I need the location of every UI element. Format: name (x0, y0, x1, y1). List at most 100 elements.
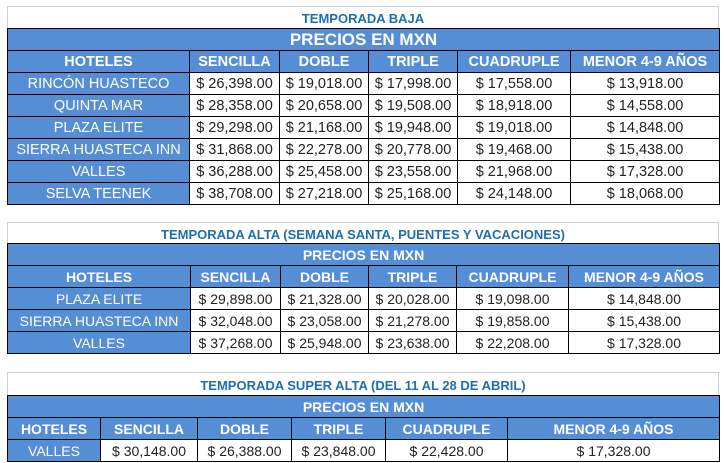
price-cell: $ 23,848.00 (291, 439, 386, 462)
price-cell: $ 15,438.00 (569, 138, 721, 161)
column-header: MENOR 4-9 AÑOS (567, 265, 721, 288)
column-header: SENCILLA (100, 417, 198, 440)
price-cell: $ 19,468.00 (457, 138, 571, 161)
hotel-name: SELVA TEENEK (7, 182, 190, 205)
price-cell: $ 21,168.00 (279, 116, 369, 139)
column-header: SENCILLA (190, 265, 281, 288)
price-cell: $ 18,918.00 (457, 94, 571, 117)
column-header: MENOR 4-9 AÑOS (506, 417, 721, 440)
price-cell: $ 14,558.00 (569, 94, 721, 117)
season-title: TEMPORADA ALTA (SEMANA SANTA, PUENTES Y … (7, 222, 719, 243)
hotel-name: VALLES (7, 439, 101, 462)
price-cell: $ 14,848.00 (567, 287, 721, 310)
column-header: HOTELES (7, 50, 190, 73)
price-table-temporada-super-alta: TEMPORADA SUPER ALTA (DEL 11 AL 28 DE AB… (6, 372, 721, 462)
price-cell: $ 20,778.00 (368, 138, 458, 161)
price-cell: $ 31,868.00 (189, 138, 280, 161)
column-header: HOTELES (7, 417, 101, 440)
price-cell: $ 13,918.00 (569, 72, 721, 95)
price-cell: $ 17,558.00 (457, 72, 571, 95)
price-cell: $ 19,098.00 (456, 287, 569, 310)
column-header: DOBLE (280, 265, 369, 288)
table-row: PLAZA ELITE $ 29,898.00 $ 21,328.00 $ 20,02… (7, 287, 721, 310)
price-cell: $ 26,398.00 (189, 72, 280, 95)
column-header: SENCILLA (189, 50, 280, 73)
price-cell: $ 17,328.00 (569, 160, 721, 183)
price-table: PRECIOS EN MXN HOTELES SENCILLA DOBLE TRIPLE… (6, 28, 721, 205)
column-header: TRIPLE (291, 417, 386, 440)
currency-header: PRECIOS EN MXN (6, 395, 721, 418)
column-header: HOTELES (7, 265, 191, 288)
price-cell: $ 23,058.00 (280, 309, 369, 332)
price-cell: $ 21,328.00 (280, 287, 369, 310)
hotel-name: PLAZA ELITE (7, 116, 190, 139)
table-row: SELVA TEENEK $ 38,708.00 $ 27,218.00 $ 25,1… (7, 182, 721, 205)
price-cell: $ 32,048.00 (190, 309, 281, 332)
price-cell: $ 25,458.00 (279, 160, 369, 183)
price-cell: $ 17,328.00 (567, 331, 721, 354)
season-title: TEMPORADA SUPER ALTA (DEL 11 AL 28 DE AB… (7, 372, 719, 395)
price-cell: $ 27,218.00 (279, 182, 369, 205)
price-cell: $ 19,018.00 (457, 116, 571, 139)
column-header: MENOR 4-9 AÑOS (569, 50, 721, 73)
price-cell: $ 22,278.00 (279, 138, 369, 161)
table-row: PLAZA ELITE $ 29,298.00 $ 21,168.00 $ 19,94… (7, 116, 721, 139)
table-row: QUINTA MAR $ 28,358.00 $ 20,658.00 $ 19,508… (7, 94, 721, 117)
column-header: DOBLE (279, 50, 369, 73)
price-cell: $ 14,848.00 (569, 116, 721, 139)
column-header: TRIPLE (368, 50, 458, 73)
hotel-name: VALLES (7, 331, 191, 354)
price-cell: $ 21,968.00 (457, 160, 571, 183)
hotel-name: QUINTA MAR (7, 94, 190, 117)
price-cell: $ 20,658.00 (279, 94, 369, 117)
price-cell: $ 19,948.00 (368, 116, 458, 139)
table-row: SIERRA HUASTECA INN $ 32,048.00 $ 23,058.0… (7, 309, 721, 332)
price-cell: $ 19,858.00 (456, 309, 569, 332)
hotel-name: SIERRA HUASTECA INN (7, 309, 191, 332)
price-cell: $ 25,948.00 (280, 331, 369, 354)
price-cell: $ 28,358.00 (189, 94, 280, 117)
price-cell: $ 29,298.00 (189, 116, 280, 139)
column-header: DOBLE (197, 417, 292, 440)
price-table-temporada-alta: TEMPORADA ALTA (SEMANA SANTA, PUENTES Y … (6, 222, 721, 354)
price-cell: $ 17,328.00 (506, 439, 721, 462)
price-cell: $ 36,288.00 (189, 160, 280, 183)
price-cell: $ 29,898.00 (190, 287, 281, 310)
season-title: TEMPORADA BAJA (7, 6, 719, 28)
table-row: VALLES $ 36,288.00 $ 25,458.00 $ 23,558.00 $… (7, 160, 721, 183)
price-cell: $ 19,508.00 (368, 94, 458, 117)
currency-header: PRECIOS EN MXN (6, 28, 721, 51)
price-cell: $ 37,268.00 (190, 331, 281, 354)
hotel-name: SIERRA HUASTECA INN (7, 138, 190, 161)
currency-header: PRECIOS EN MXN (6, 243, 721, 266)
price-table-temporada-baja: TEMPORADA BAJA PRECIOS EN MXN HOTELES SENCI… (6, 6, 721, 205)
table-row: VALLES $ 37,268.00 $ 25,948.00 $ 23,638.00 $… (7, 331, 721, 354)
price-cell: $ 19,018.00 (279, 72, 369, 95)
column-header: CUADRUPLE (456, 265, 569, 288)
price-cell: $ 20,028.00 (368, 287, 457, 310)
hotel-name: VALLES (7, 160, 190, 183)
hotel-name: RINCÓN HUASTECO (7, 72, 190, 95)
table-row: RINCÓN HUASTECO $ 26,398.00 $ 19,018.00 $ 1… (7, 72, 721, 95)
price-cell: $ 15,438.00 (567, 309, 721, 332)
price-cell: $ 23,638.00 (368, 331, 457, 354)
table-row: SIERRA HUASTECA INN $ 31,868.00 $ 22,278.0… (7, 138, 721, 161)
table-row: VALLES $ 30,148.00 $ 26,388.00 $ 23,848.00 $… (7, 439, 721, 462)
hotel-name: PLAZA ELITE (7, 287, 191, 310)
price-cell: $ 38,708.00 (189, 182, 280, 205)
price-cell: $ 22,428.00 (385, 439, 508, 462)
price-table: PRECIOS EN MXN HOTELES SENCILLA DOBLE TRIPLE… (6, 243, 721, 354)
price-cell: $ 21,278.00 (368, 309, 457, 332)
column-header: TRIPLE (368, 265, 457, 288)
price-cell: $ 23,558.00 (368, 160, 458, 183)
price-cell: $ 26,388.00 (197, 439, 292, 462)
price-cell: $ 18,068.00 (569, 182, 721, 205)
column-header: CUADRUPLE (457, 50, 571, 73)
column-header: CUADRUPLE (385, 417, 508, 440)
price-cell: $ 25,168.00 (368, 182, 458, 205)
price-cell: $ 24,148.00 (457, 182, 571, 205)
price-cell: $ 22,208.00 (456, 331, 569, 354)
price-cell: $ 30,148.00 (100, 439, 198, 462)
price-table: PRECIOS EN MXN HOTELES SENCILLA DOBLE TRIPLE… (6, 395, 721, 462)
price-cell: $ 17,998.00 (368, 72, 458, 95)
